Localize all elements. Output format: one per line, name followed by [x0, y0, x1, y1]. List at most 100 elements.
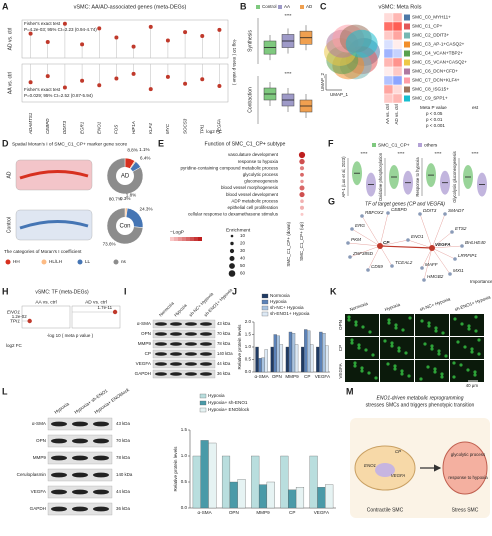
- legend-title: Importance: [470, 279, 492, 284]
- gene-label: MYC: [165, 123, 170, 134]
- band: [93, 489, 109, 495]
- legend-label: Hypoxia+ ENOblock: [208, 407, 250, 412]
- column-label: Normoxia: [349, 301, 369, 312]
- panel-letter: D: [2, 138, 9, 148]
- y-tick-label: 2.0: [245, 319, 252, 324]
- cell-signal: [433, 370, 437, 374]
- band: [93, 455, 109, 461]
- legend-label: HL/LH: [49, 259, 62, 264]
- column-label: Hypoxia: [384, 302, 401, 312]
- column-label: AA vs. ctrl: [385, 104, 390, 124]
- cell-signal: [357, 346, 361, 350]
- cell-signal: [427, 321, 431, 325]
- dot: [114, 35, 119, 40]
- band: [200, 352, 212, 356]
- plot-frame: [21, 63, 229, 103]
- panel-title: vSMC: Meta RoIs: [378, 4, 421, 10]
- cell-signal: [357, 343, 361, 347]
- gene-label: ADAMTS1: [28, 112, 33, 135]
- colorbar: [194, 237, 198, 241]
- gene-label: ENO1: [96, 121, 101, 134]
- cluster-swatch: [404, 59, 410, 66]
- heat-cell: [392, 48, 403, 59]
- cell-label: Stress SMC: [452, 507, 479, 513]
- cell-signal: [354, 320, 358, 324]
- bar: [258, 358, 262, 373]
- edge: [379, 245, 433, 249]
- dot: [300, 172, 304, 177]
- pie-label: 8.8%: [127, 147, 137, 152]
- size-label: 36 kDa: [116, 506, 130, 511]
- schematic-label: ENO1: [364, 463, 377, 468]
- size-label: 44 kDa: [116, 489, 130, 494]
- heat-cell: [392, 93, 403, 104]
- cell-signal: [477, 338, 481, 342]
- edge: [431, 247, 451, 275]
- gene-label: TPI1: [10, 318, 20, 324]
- panel-title: Spatial Moran's I of SMC_C1_CP+ marker g…: [12, 141, 127, 147]
- cluster-swatch: [404, 68, 410, 75]
- node: [460, 244, 464, 248]
- band: [155, 372, 167, 376]
- dot: [300, 179, 304, 184]
- node-label: ERG: [355, 223, 365, 228]
- edge: [379, 212, 389, 247]
- edge: [379, 239, 409, 247]
- x-tick-label: CP: [304, 374, 310, 379]
- legend-label: AA: [284, 4, 290, 9]
- panel-letter: B: [240, 1, 247, 11]
- tissue: [15, 209, 93, 241]
- panel-letter: H: [2, 286, 9, 296]
- node-label: SMAD7: [448, 208, 464, 213]
- node-label: TCEAL2: [395, 260, 413, 265]
- cell-signal: [473, 370, 477, 374]
- bar: [288, 331, 293, 373]
- y-tick-label: 1.0: [245, 344, 252, 349]
- bar: [280, 455, 289, 509]
- dot: [112, 309, 118, 315]
- legend-label: sh-ENO1+ Hypoxia: [270, 311, 310, 316]
- cell-signal: [474, 315, 478, 319]
- term-label: glycolytic process: [243, 172, 279, 177]
- colorbar: [190, 237, 194, 241]
- cell-signal: [353, 361, 357, 365]
- cell-signal: [452, 361, 456, 365]
- gene-label: CEBPD: [45, 118, 50, 134]
- node: [348, 255, 352, 259]
- band: [170, 332, 182, 336]
- dot: [62, 21, 67, 26]
- cell-signal: [466, 368, 470, 372]
- band: [200, 362, 212, 366]
- protein-label: OPN: [36, 438, 46, 443]
- cell-signal: [474, 329, 478, 333]
- dot: [298, 151, 306, 159]
- cell-signal: [430, 344, 434, 348]
- node-label: BHLHE40: [465, 240, 486, 245]
- cell-signal: [470, 350, 474, 354]
- cell-signal: [440, 375, 444, 379]
- band: [200, 332, 212, 336]
- schematic-label: glycolytic process: [451, 452, 486, 457]
- y-tick-label: 1.5: [245, 332, 252, 337]
- legend-label: Control: [262, 4, 277, 9]
- cell-signal: [361, 325, 365, 329]
- legend-label: Normoxia: [270, 293, 290, 298]
- bar: [322, 333, 326, 373]
- band: [170, 352, 182, 356]
- bar: [325, 345, 329, 373]
- axis-label: UMAP_1: [330, 92, 349, 97]
- heat-cell: [392, 30, 403, 41]
- y-tick-label: 0.0: [181, 505, 188, 510]
- bar: [304, 329, 308, 373]
- pie-label: 73.6%: [103, 241, 116, 246]
- legend-label: 20: [240, 241, 246, 246]
- legend-title: Enrichment: [226, 227, 251, 233]
- node-label: MXI1: [453, 268, 464, 273]
- node-label: MAFF: [425, 262, 439, 267]
- legend-label: Hypoxia+ sh-ENO1: [208, 400, 248, 405]
- band: [51, 489, 67, 495]
- cell-signal: [452, 375, 456, 379]
- cell-signal: [444, 354, 448, 358]
- legend-label: sh-NC+ Hypoxia: [270, 305, 304, 310]
